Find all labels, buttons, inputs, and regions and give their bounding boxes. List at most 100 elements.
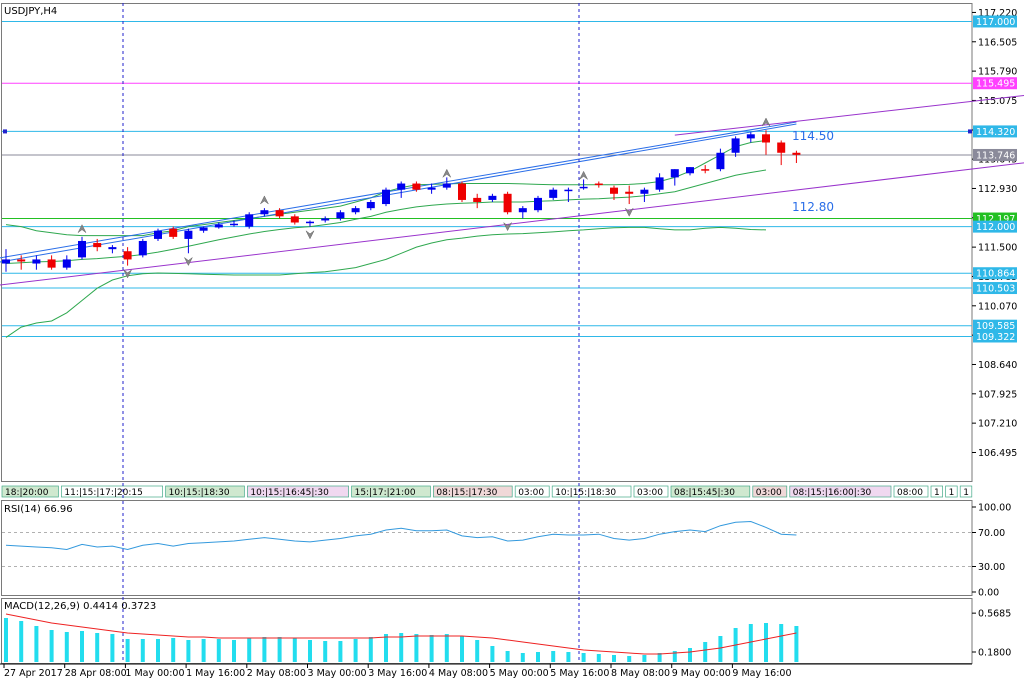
session-marker[interactable]: 08:|15:|16:00|:30: [789, 485, 892, 498]
session-marker[interactable]: 15:|17:|21:00: [351, 485, 431, 498]
candle[interactable]: [579, 179, 588, 190]
candle[interactable]: [351, 206, 360, 215]
session-marker[interactable]: 1: [930, 485, 943, 498]
rsi-tick-label: 0.00: [978, 588, 999, 599]
session-marker[interactable]: 08:|15:|17:30: [433, 485, 513, 498]
candle[interactable]: [746, 132, 755, 143]
candle[interactable]: [625, 185, 634, 205]
price-tick-label: 107.925: [978, 389, 1017, 400]
session-marker[interactable]: 03:00: [633, 485, 669, 498]
session-marker-label: 03:00: [756, 488, 782, 498]
candle[interactable]: [534, 195, 542, 213]
session-marker[interactable]: 1: [959, 485, 973, 498]
candle[interactable]: [442, 177, 451, 190]
session-marker[interactable]: 10:|15:|18:30: [551, 485, 632, 498]
candle[interactable]: [549, 187, 558, 200]
candle[interactable]: [154, 228, 162, 241]
candle[interactable]: [214, 222, 223, 229]
candle[interactable]: [138, 238, 147, 258]
candle[interactable]: [93, 238, 102, 252]
candle[interactable]: [17, 255, 26, 270]
candle-body: [594, 183, 603, 186]
level-label: 110.864: [976, 269, 1015, 280]
session-marker[interactable]: 03:00: [514, 485, 550, 498]
session-marker[interactable]: 03:00: [752, 485, 788, 498]
macd-bar: [384, 634, 388, 662]
candle[interactable]: [503, 191, 512, 215]
candle-body: [442, 183, 451, 188]
candle[interactable]: [123, 247, 132, 266]
channel-line[interactable]: [0, 123, 797, 264]
price-panel: USDJPY,H4 117.220 116.505 115.790 115.075 114…: [0, 6, 1024, 498]
candle[interactable]: [731, 136, 740, 157]
channel-line[interactable]: [0, 161, 1024, 286]
candle[interactable]: [306, 220, 314, 227]
candle[interactable]: [78, 236, 86, 260]
time-tick-label: 9 May 16:00: [732, 668, 791, 679]
candle[interactable]: [245, 212, 254, 229]
session-marker[interactable]: 08:|15:45|:30: [670, 485, 751, 498]
session-marker-box: [1, 485, 59, 498]
candle[interactable]: [670, 169, 679, 186]
candle[interactable]: [32, 255, 41, 270]
chart-title: USDJPY,H4: [4, 6, 57, 17]
candle[interactable]: [275, 208, 284, 219]
candle[interactable]: [488, 193, 497, 202]
candle[interactable]: [564, 187, 573, 202]
session-marker-label: 10:|15:|18:30: [169, 488, 230, 498]
candle[interactable]: [412, 181, 421, 192]
macd-title: MACD(12,26,9) 0.4414 0.3723: [4, 601, 156, 612]
candle[interactable]: [640, 187, 649, 202]
candle[interactable]: [2, 249, 10, 272]
candle[interactable]: [686, 167, 694, 176]
session-marker[interactable]: 08:00: [893, 485, 929, 498]
fractal-up-marker: [579, 170, 588, 180]
macd-bar: [247, 638, 252, 662]
candle[interactable]: [169, 226, 178, 239]
candle[interactable]: [199, 226, 208, 233]
level-handle[interactable]: [3, 129, 7, 134]
candle[interactable]: [382, 187, 390, 207]
candle[interactable]: [260, 208, 269, 217]
macd-bar: [475, 640, 480, 662]
candle[interactable]: [518, 206, 527, 219]
session-marker[interactable]: 1: [945, 485, 958, 498]
candle[interactable]: [230, 220, 238, 227]
candle[interactable]: [655, 173, 664, 192]
candle[interactable]: [458, 181, 466, 202]
candle[interactable]: [716, 148, 725, 172]
session-marker[interactable]: 10:|15:|18:30: [165, 485, 245, 498]
candle[interactable]: [47, 255, 56, 270]
candle[interactable]: [108, 245, 117, 254]
session-marker[interactable]: 18:|20:00: [1, 485, 59, 498]
candle[interactable]: [777, 140, 786, 166]
candle[interactable]: [594, 181, 603, 188]
candle-body: [670, 169, 679, 178]
channel-line[interactable]: [674, 94, 1024, 136]
candle[interactable]: [62, 255, 71, 270]
candle[interactable]: [290, 214, 299, 225]
candle-body: [731, 138, 740, 153]
candle[interactable]: [473, 193, 482, 209]
macd-bar: [444, 634, 449, 662]
channel-line[interactable]: [0, 121, 797, 259]
candle[interactable]: [792, 150, 801, 164]
level-handle[interactable]: [968, 129, 972, 134]
candle-body: [746, 134, 755, 139]
candle[interactable]: [336, 210, 345, 221]
session-marker[interactable]: 11:|15:|17:|20:15: [61, 485, 163, 498]
price-tick-label: 106.495: [978, 448, 1017, 459]
candle[interactable]: [427, 183, 436, 194]
session-marker-label: 08:|15:|17:30: [436, 488, 497, 498]
candle[interactable]: [321, 216, 330, 223]
candle[interactable]: [610, 185, 618, 200]
candle[interactable]: [397, 181, 406, 198]
candle[interactable]: [762, 130, 770, 155]
candle[interactable]: [184, 228, 193, 254]
candle[interactable]: [701, 165, 710, 174]
macd-bar: [718, 636, 723, 662]
session-marker[interactable]: 10:|15:|16:45|:30: [247, 485, 349, 498]
candle[interactable]: [366, 199, 375, 211]
candle-body: [17, 259, 26, 262]
